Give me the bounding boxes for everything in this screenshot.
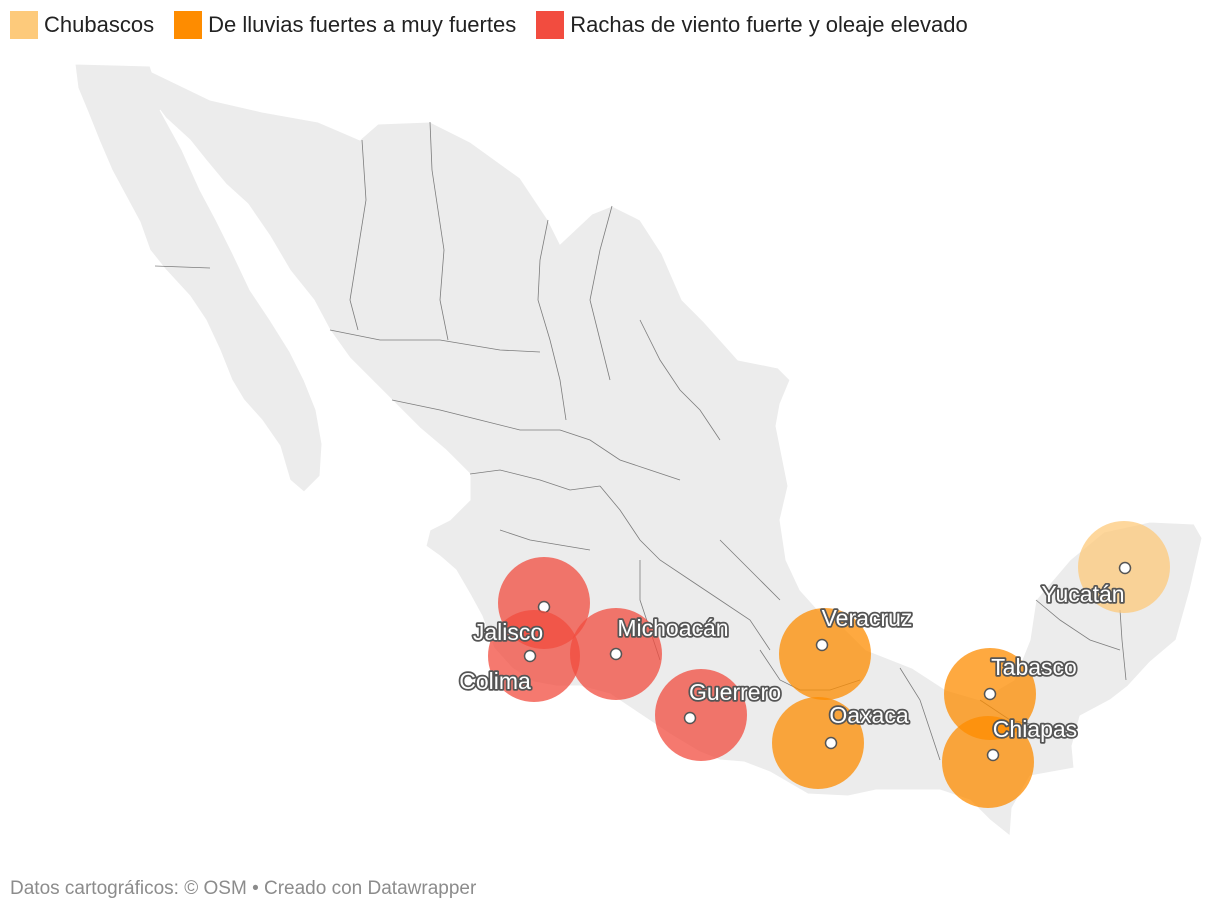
legend-swatch-lluvias: [174, 11, 203, 39]
symbol-chiapas: [942, 716, 1034, 808]
circle-veracruz: [779, 608, 871, 700]
legend-label-lluvias: De lluvias fuertes a muy fuertes: [208, 12, 517, 37]
state-border-line: [429, 121, 449, 341]
state-border-line: [1035, 599, 1121, 651]
dot-veracruz: [815, 638, 829, 652]
symbol-michoacan: [570, 608, 662, 700]
symbol-colima: [488, 610, 580, 702]
state-border-line: [899, 667, 941, 761]
symbol-oaxaca: [772, 697, 864, 789]
symbol-tabasco: [944, 648, 1036, 740]
legend-item-chubascos: Chubascos: [10, 11, 154, 39]
state-border-line: [599, 485, 691, 581]
circle-chiapas: [942, 716, 1034, 808]
legend-label-rachas: Rachas de viento fuerte y oleaje elevado: [570, 12, 968, 37]
state-border-line: [589, 205, 613, 381]
circle-oaxaca: [772, 697, 864, 789]
state-border-line: [349, 139, 367, 331]
map-footer: Datos cartográficos: © OSM • Creado con …: [10, 878, 477, 899]
label-michoacan: Michoacán: [617, 615, 728, 641]
circle-guerrero: [655, 669, 747, 761]
symbol-guerrero: [655, 669, 747, 761]
dot-chiapas: [986, 748, 1000, 762]
state-border-line: [499, 529, 591, 551]
dot-michoacan: [609, 647, 623, 661]
dot-colima: [523, 649, 537, 663]
dot-yucatan: [1118, 561, 1132, 575]
state-border-line: [537, 219, 567, 421]
legend-label-chubascos: Chubascos: [44, 12, 155, 37]
dot-oaxaca: [824, 736, 838, 750]
legend-item-rachas: Rachas de viento fuerte y oleaje elevado: [536, 11, 968, 39]
state-border-line: [559, 429, 681, 481]
state-border-line: [689, 579, 771, 651]
legend-swatch-rachas: [536, 11, 565, 39]
state-labels: Jalisco Colima Michoacán Guerrero Veracr…: [457, 579, 1126, 744]
state-border-line: [469, 469, 601, 491]
legend-item-lluvias: De lluvias fuertes a muy fuertes: [174, 11, 516, 39]
state-border-line: [1119, 609, 1127, 681]
legend-swatch-chubascos: [10, 11, 38, 39]
symbol-veracruz: [779, 608, 871, 700]
label-chiapas: Chiapas: [993, 716, 1077, 742]
state-border-line: [391, 399, 560, 431]
label-veracruz: Veracruz: [822, 605, 913, 631]
state-border-line: [719, 539, 781, 601]
label-oaxaca: Oaxaca: [829, 702, 908, 728]
label-guerrero: Guerrero: [689, 679, 781, 705]
dot-tabasco: [983, 687, 997, 701]
state-symbols: [488, 521, 1170, 808]
dot-guerrero: [683, 711, 697, 725]
state-border-line: [154, 265, 211, 269]
state-border-line: [639, 319, 721, 441]
label-colima: Colima: [459, 668, 531, 694]
map-legend: Chubascos De lluvias fuertes a muy fuert…: [10, 11, 988, 39]
label-tabasco: Tabasco: [991, 654, 1077, 680]
label-yucatan: Yucatán: [1041, 581, 1124, 607]
state-border-line: [329, 329, 541, 353]
label-jalisco: Jalisco: [473, 619, 543, 645]
symbol-yucatan: [1078, 521, 1170, 613]
